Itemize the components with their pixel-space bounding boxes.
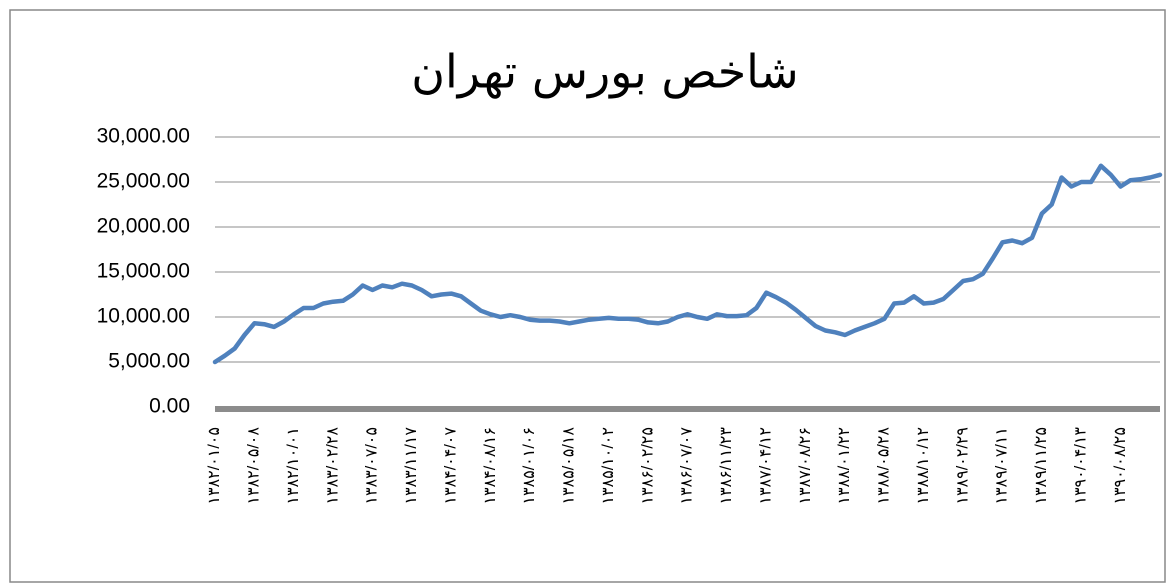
chart-title: شاخص بورس تهران [411,45,798,100]
y-tick-label: 30,000.00 [97,125,190,148]
x-tick-label: ۱۳۸۹/۱۱/۲۵ [1033,427,1050,505]
x-tick-label: ۱۳۹۰/۰۸/۲۵ [1112,427,1129,505]
y-tick-label: 10,000.00 [97,305,190,328]
x-tick-label: ۱۳۸۸/۰۱/۲۲ [836,427,853,505]
y-tick-label: 20,000.00 [97,215,190,238]
x-tick-label: ۱۳۸۷/۰۴/۱۲ [757,427,774,505]
x-tick-label: ۱۳۸۵/۱۰/۰۲ [600,427,617,505]
x-tick-label: ۱۳۸۹/۰۲/۲۹ [954,427,971,505]
x-tick-label: ۱۳۸۶/۱۱/۲۳ [718,427,735,505]
x-tick-label: ۱۳۸۶/۰۷/۰۷ [679,427,696,505]
x-tick-label: ۱۳۸۸/۰۵/۲۸ [876,427,893,505]
y-tick-label: 25,000.00 [97,170,190,193]
x-tick-label: ۱۳۸۲/۱۰/۰۱ [285,427,302,505]
x-tick-label: ۱۳۸۵/۰۱/۰۶ [521,427,538,505]
x-tick-label: ۱۳۸۸/۱۰/۱۲ [915,427,932,505]
line [212,163,1163,365]
y-tick-label: 0.00 [149,395,190,418]
y-tick-label: 15,000.00 [97,260,190,283]
x-tick-label: ۱۳۸۳/۰۷/۰۵ [364,427,381,505]
x-tick-label: ۱۳۸۹/۰۷/۱۱ [994,427,1011,505]
y-tick-label: 5,000.00 [108,350,190,373]
x-tick-label: ۱۳۸۲/۰۱/۰۵ [206,427,223,505]
x-tick-label: ۱۳۹۰/۰۴/۱۳ [1072,427,1089,505]
x-tick-label: ۱۳۸۵/۰۵/۱۸ [561,427,578,505]
x-tick-label: ۱۳۸۳/۱۱/۱۷ [403,427,420,505]
x-tick-label: ۱۳۸۴/۰۴/۰۷ [442,427,459,505]
x-tick-label: ۱۳۸۷/۰۸/۲۶ [797,427,814,505]
x-tick-label: ۱۳۸۳/۰۲/۲۸ [324,427,341,505]
x-tick-label: ۱۳۸۲/۰۵/۰۸ [246,427,263,505]
chart-border [9,9,1166,583]
x-tick-label: ۱۳۸۴/۰۸/۱۶ [482,427,499,505]
x-tick-label: ۱۳۸۶/۰۲/۲۵ [639,427,656,505]
